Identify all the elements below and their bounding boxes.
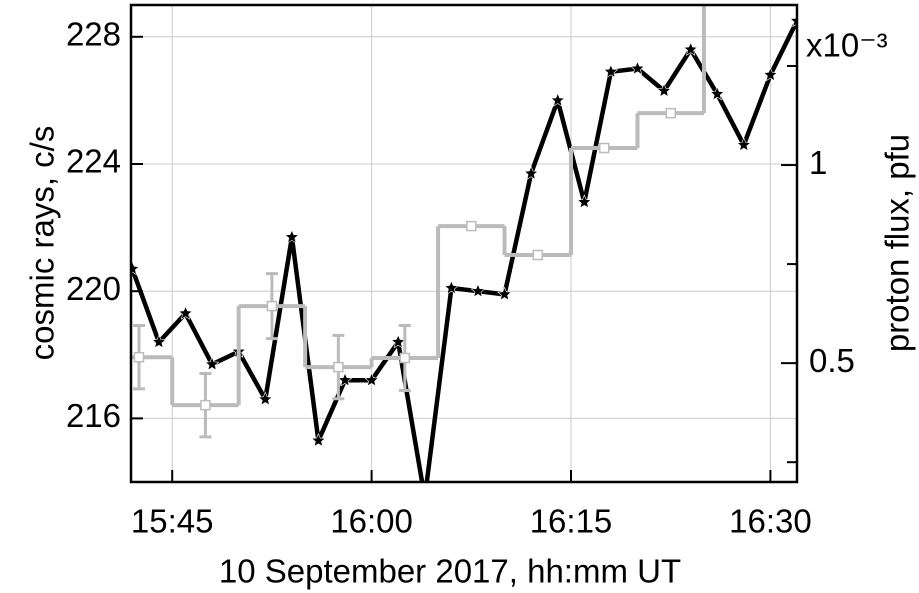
plot-area bbox=[131, 5, 797, 504]
marker bbox=[736, 137, 752, 152]
plot-frame bbox=[129, 3, 799, 484]
marker bbox=[497, 286, 512, 301]
marker bbox=[532, 249, 544, 261]
series-line bbox=[131, 19, 797, 482]
marker bbox=[337, 372, 353, 387]
marker bbox=[133, 351, 145, 363]
x-tick-label: 15:45 bbox=[131, 503, 214, 540]
marker bbox=[683, 41, 699, 56]
marker bbox=[789, 13, 797, 28]
marker bbox=[550, 92, 566, 107]
x-tick-label: 16:00 bbox=[330, 503, 413, 540]
marker bbox=[131, 261, 140, 276]
marker bbox=[399, 352, 411, 364]
marker bbox=[200, 399, 211, 411]
marker bbox=[311, 432, 326, 447]
marker bbox=[443, 280, 459, 295]
marker bbox=[709, 86, 725, 101]
marker bbox=[603, 64, 619, 79]
marker bbox=[470, 283, 486, 298]
grid bbox=[131, 5, 797, 482]
x-axis-label: 10 September 2017, hh:mm UT bbox=[219, 553, 681, 590]
marker bbox=[257, 391, 273, 406]
marker bbox=[630, 60, 645, 75]
marker bbox=[204, 356, 220, 371]
marker bbox=[665, 107, 676, 119]
y-tick-label: 220 bbox=[66, 270, 121, 307]
y-tick-label: 224 bbox=[66, 143, 121, 180]
y-tick-label: 216 bbox=[66, 397, 121, 434]
y-axis-label: cosmic rays, c/s bbox=[24, 126, 61, 361]
marker bbox=[418, 491, 431, 504]
axes: 15:45 16:00 16:15 16:30 216 220 224 228 0.5 1 bbox=[66, 16, 855, 540]
marker bbox=[598, 142, 610, 154]
y2-tick-label: 0.5 bbox=[809, 342, 855, 379]
y2-multiplier: x10⁻³ bbox=[806, 27, 888, 64]
x-tick-label: 16:15 bbox=[530, 503, 613, 540]
marker bbox=[364, 372, 380, 387]
marker bbox=[763, 67, 778, 82]
marker bbox=[390, 334, 406, 349]
y-tick-label: 228 bbox=[66, 16, 121, 53]
marker bbox=[151, 334, 167, 349]
marker bbox=[576, 194, 592, 209]
marker bbox=[178, 305, 193, 320]
marker bbox=[284, 229, 300, 244]
marker bbox=[656, 83, 672, 98]
x-tick-label: 16:30 bbox=[729, 503, 812, 540]
marker bbox=[266, 300, 278, 312]
marker bbox=[523, 165, 539, 180]
marker bbox=[333, 361, 344, 373]
y2-axis-label: proton flux, pfu bbox=[879, 134, 916, 352]
y2-tick-label: 1 bbox=[809, 144, 827, 181]
marker bbox=[466, 220, 477, 232]
